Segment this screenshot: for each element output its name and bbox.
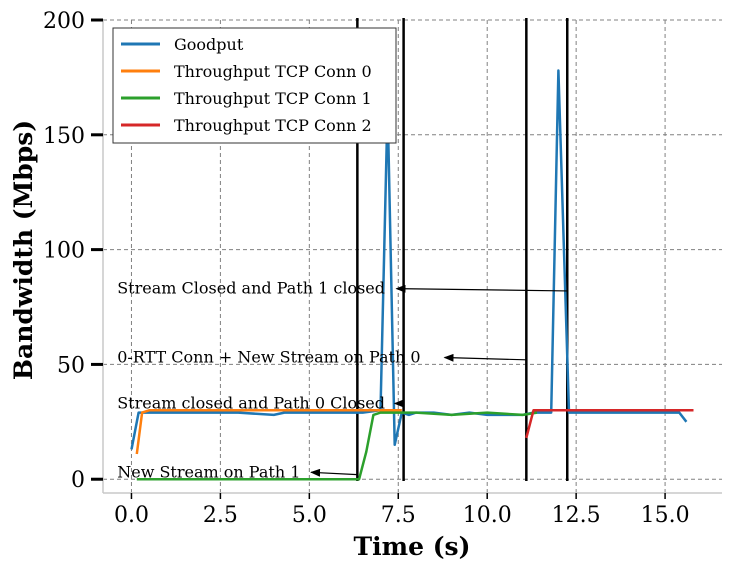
- x-tick-label: 0.0: [114, 503, 149, 528]
- series-lines: [130, 69, 694, 481]
- legend-label: Throughput TCP Conn 2: [174, 116, 372, 135]
- x-tick-label: 12.5: [552, 503, 601, 528]
- axes: 0.0 2.5 5.0 7.5 10.0 12.5 15.0 0 50 100 150 200: [43, 9, 722, 528]
- y-tick-label: 200: [43, 9, 85, 34]
- legend-label: Throughput TCP Conn 0: [174, 62, 372, 81]
- annotation-text: Stream closed and Path 0 Closed: [117, 393, 385, 412]
- x-tick-label: 7.5: [381, 503, 416, 528]
- x-tick-label: 15.0: [641, 503, 690, 528]
- y-axis-title: Bandwidth (Mbps): [9, 120, 38, 380]
- annotation-arrow: [395, 284, 568, 293]
- legend-label: Goodput: [174, 35, 244, 54]
- x-tick-label: 2.5: [203, 503, 238, 528]
- annotation-text: Stream Closed and Path 1 closed: [117, 279, 385, 298]
- y-tick-label: 50: [57, 353, 85, 378]
- x-tick-label: 5.0: [292, 503, 327, 528]
- series-line-throughput-tcp-conn-2: [525, 409, 694, 439]
- series-line-throughput-tcp-conn-1: [136, 411, 538, 481]
- legend-label: Throughput TCP Conn 1: [174, 89, 372, 108]
- x-tick-label: 10.0: [463, 503, 512, 528]
- annotation-text: New Stream on Path 1: [117, 462, 300, 481]
- y-tick-label: 150: [43, 124, 85, 149]
- y-tick-label: 0: [71, 468, 85, 493]
- annotations: Stream Closed and Path 1 closed 0-RTT Con…: [117, 279, 568, 481]
- annotation-arrow: [443, 353, 527, 362]
- annotation-text: 0-RTT Conn + New Stream on Path 0: [117, 348, 420, 367]
- legend-frame: [112, 27, 397, 144]
- legend[interactable]: Goodput Throughput TCP Conn 0 Throughput T…: [112, 27, 397, 144]
- x-axis-title: Time (s): [354, 532, 471, 561]
- y-tick-label: 100: [43, 239, 85, 264]
- annotation-arrow: [310, 468, 358, 477]
- series-line-throughput-tcp-conn-0: [135, 409, 402, 455]
